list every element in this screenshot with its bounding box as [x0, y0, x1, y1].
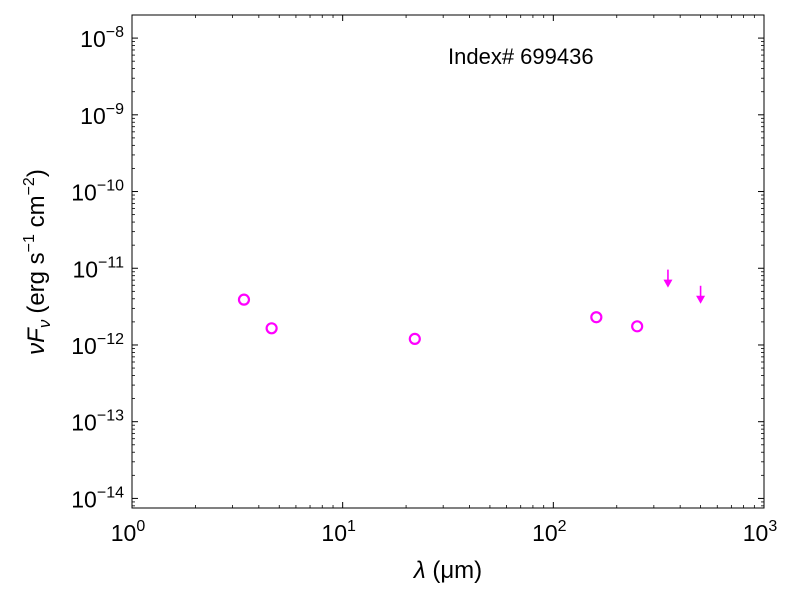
y-tick-label: 10−12 — [71, 331, 124, 359]
arrow-head — [696, 295, 706, 304]
x-tick-label: 102 — [532, 518, 567, 546]
data-point — [408, 332, 421, 346]
arrow-head — [663, 279, 673, 288]
data-point — [265, 322, 278, 335]
data-point — [590, 311, 603, 324]
chart-annotation: Index# 699436 — [448, 44, 594, 69]
x-tick-label: 100 — [111, 518, 146, 546]
y-axis-title: νFν(erg s−1 cm−2) — [21, 169, 54, 355]
plot-frame — [131, 14, 765, 509]
x-tick-label: 101 — [321, 518, 356, 546]
y-tick-label: 10−13 — [71, 408, 124, 436]
y-tick-label: 10−14 — [71, 484, 124, 512]
x-tick-label: 103 — [743, 518, 778, 546]
x-axis-title: λ (μm) — [412, 557, 482, 584]
data-point — [237, 293, 251, 306]
axis-tick-labels: 100 101 102 103 10−14 10−13 10−12 10−11 10−10 10−… — [71, 24, 777, 546]
y-tick-label: 10−9 — [80, 101, 124, 129]
axis-ticks — [131, 15, 765, 508]
y-tick-label: 10−11 — [72, 254, 124, 282]
upper-limit-arrow — [696, 285, 706, 304]
upper-limit-arrow — [663, 269, 673, 288]
data-point — [631, 320, 644, 333]
data-points — [237, 269, 706, 346]
y-tick-label: 10−10 — [71, 178, 124, 206]
y-tick-label: 10−8 — [80, 24, 124, 52]
